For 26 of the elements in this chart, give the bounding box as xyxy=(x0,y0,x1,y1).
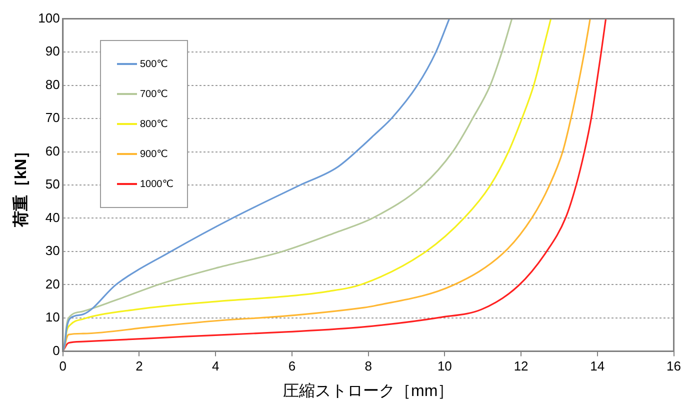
y-tick-label: 100 xyxy=(38,10,60,26)
y-tick-label: 20 xyxy=(45,276,60,292)
x-tick-label: 8 xyxy=(364,358,372,374)
x-tick-label: 6 xyxy=(288,358,296,374)
legend-label: 500℃ xyxy=(140,58,168,70)
x-tick-label: 2 xyxy=(136,358,143,374)
y-tick-label: 70 xyxy=(45,110,60,126)
y-tick-label: 50 xyxy=(45,176,60,192)
y-tick-label: 30 xyxy=(45,243,60,258)
x-tick-label: 12 xyxy=(514,358,528,374)
y-tick-label: 40 xyxy=(45,210,60,225)
legend-label: 900℃ xyxy=(140,148,168,160)
y-axis-title: 荷重［kN］ xyxy=(12,142,30,228)
y-tick-label: 80 xyxy=(45,76,60,92)
x-tick-label: 14 xyxy=(590,358,605,374)
x-tick-label: 16 xyxy=(666,358,682,374)
y-tick-label: 60 xyxy=(45,143,60,158)
x-tick-label: 4 xyxy=(212,358,220,374)
x-tick-label: 10 xyxy=(437,358,452,374)
x-axis-title: 圧縮ストローク［mm］ xyxy=(283,382,454,400)
y-tick-label: 0 xyxy=(52,342,60,358)
y-tick-label: 90 xyxy=(45,44,60,59)
y-tick-label: 10 xyxy=(45,310,60,325)
legend-label: 800℃ xyxy=(140,118,168,130)
legend-label: 1000℃ xyxy=(140,178,174,190)
legend-label: 700℃ xyxy=(140,88,168,100)
